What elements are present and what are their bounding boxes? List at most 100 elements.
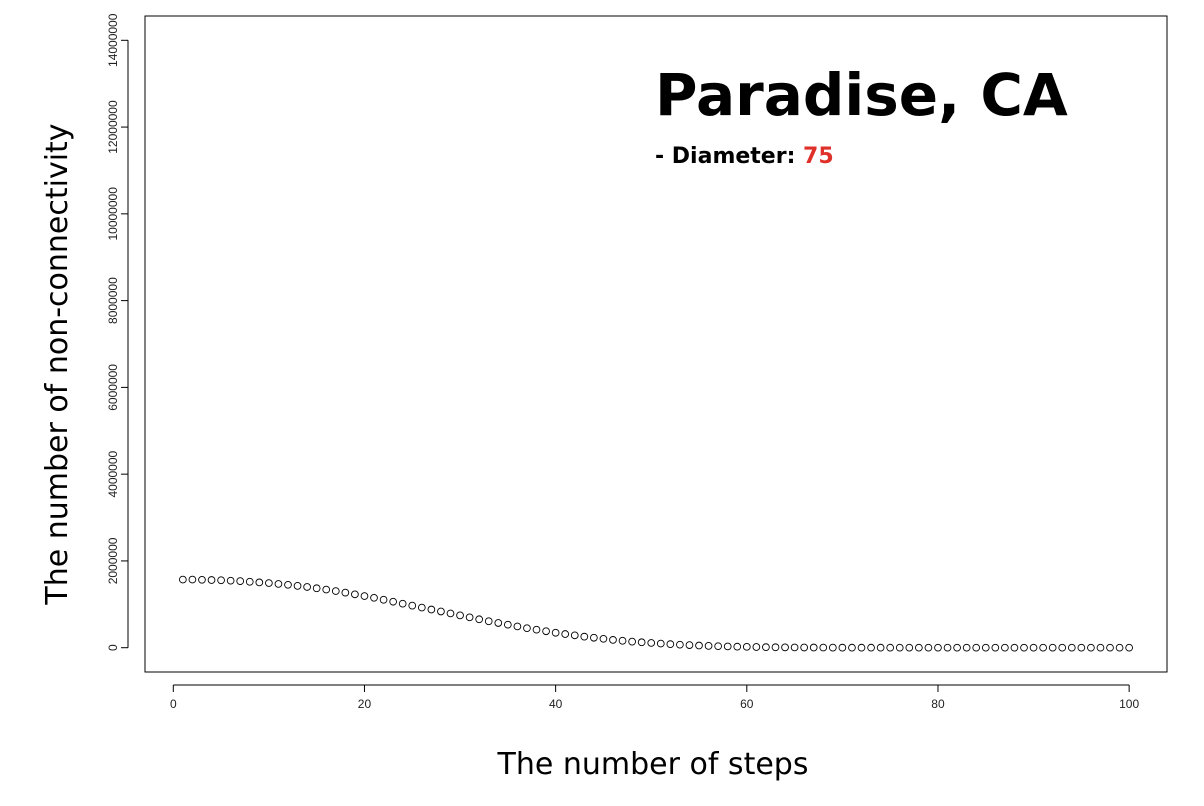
point <box>962 643 971 652</box>
point <box>245 577 254 586</box>
y-tick-label: 8000000 <box>106 277 120 324</box>
point <box>513 622 522 631</box>
point <box>991 643 1000 652</box>
annotation: - Diameter: 75 <box>655 144 834 169</box>
point <box>580 632 589 641</box>
point <box>437 607 445 616</box>
point <box>695 641 703 650</box>
point <box>771 643 780 652</box>
point <box>647 639 656 647</box>
point <box>494 619 503 627</box>
point <box>800 643 809 652</box>
point <box>1096 643 1105 652</box>
y-tick-label: 0 <box>106 644 120 651</box>
point <box>360 592 369 600</box>
point <box>188 575 197 584</box>
y-tick-label: 12000000 <box>106 100 120 154</box>
point <box>1106 643 1114 652</box>
point <box>1087 643 1095 652</box>
point <box>408 601 417 610</box>
point <box>331 587 340 595</box>
point <box>1125 643 1133 652</box>
point <box>742 642 751 651</box>
point <box>666 640 675 648</box>
y-tick-label: 6000000 <box>106 364 120 411</box>
point <box>475 615 484 624</box>
point <box>656 639 665 648</box>
point <box>981 643 990 652</box>
point <box>1115 643 1124 652</box>
point <box>207 576 216 584</box>
point <box>322 585 331 594</box>
point <box>752 643 761 651</box>
point <box>848 643 856 652</box>
y-axis-label: The number of non-connectivity <box>40 123 75 605</box>
point <box>838 643 847 652</box>
point <box>465 613 474 622</box>
point <box>293 582 302 590</box>
point <box>379 595 388 604</box>
point <box>819 643 828 652</box>
point <box>637 638 646 647</box>
point <box>484 617 493 626</box>
y-tick-label: 4000000 <box>106 450 120 497</box>
point <box>618 636 627 645</box>
point <box>895 643 904 652</box>
point <box>179 575 187 584</box>
point <box>523 624 531 633</box>
x-tick-label: 0 <box>170 697 177 711</box>
point <box>781 643 789 652</box>
point <box>1039 643 1047 652</box>
point <box>1010 643 1019 652</box>
point <box>284 580 292 589</box>
point <box>685 641 694 649</box>
point <box>417 603 426 612</box>
point <box>809 643 818 652</box>
point <box>427 605 436 614</box>
point <box>1077 643 1086 652</box>
point <box>828 643 837 652</box>
point <box>446 609 455 618</box>
y-tick-label: 2000000 <box>106 537 120 584</box>
point <box>1058 643 1067 652</box>
point <box>398 599 407 608</box>
point <box>542 627 550 636</box>
point <box>915 643 923 652</box>
point <box>943 643 952 652</box>
point <box>389 597 397 606</box>
point <box>341 588 350 597</box>
point <box>303 583 311 591</box>
point <box>876 643 885 652</box>
point <box>1020 643 1028 652</box>
x-tick-label: 20 <box>358 697 372 711</box>
point <box>704 642 713 650</box>
point <box>714 642 722 651</box>
x-tick-label: 80 <box>931 697 945 711</box>
point <box>934 643 942 652</box>
point <box>599 634 608 643</box>
point <box>255 578 264 587</box>
point <box>274 580 283 588</box>
point <box>723 642 732 651</box>
point <box>733 642 742 651</box>
point <box>857 643 866 652</box>
x-tick-label: 60 <box>740 697 754 711</box>
point <box>312 584 321 593</box>
point <box>351 590 359 599</box>
point <box>953 643 961 652</box>
point <box>532 625 541 634</box>
point <box>867 643 875 652</box>
x-axis-label: The number of steps <box>497 747 809 782</box>
point <box>561 630 570 638</box>
point <box>236 577 245 585</box>
y-tick-label: 14000000 <box>106 13 120 67</box>
x-tick-label: 100 <box>1119 697 1139 711</box>
point <box>217 576 225 585</box>
point <box>1048 643 1057 652</box>
point <box>924 643 933 652</box>
point <box>972 643 981 652</box>
point <box>1067 643 1076 652</box>
x-tick-label: 40 <box>549 697 563 711</box>
point <box>456 611 464 620</box>
